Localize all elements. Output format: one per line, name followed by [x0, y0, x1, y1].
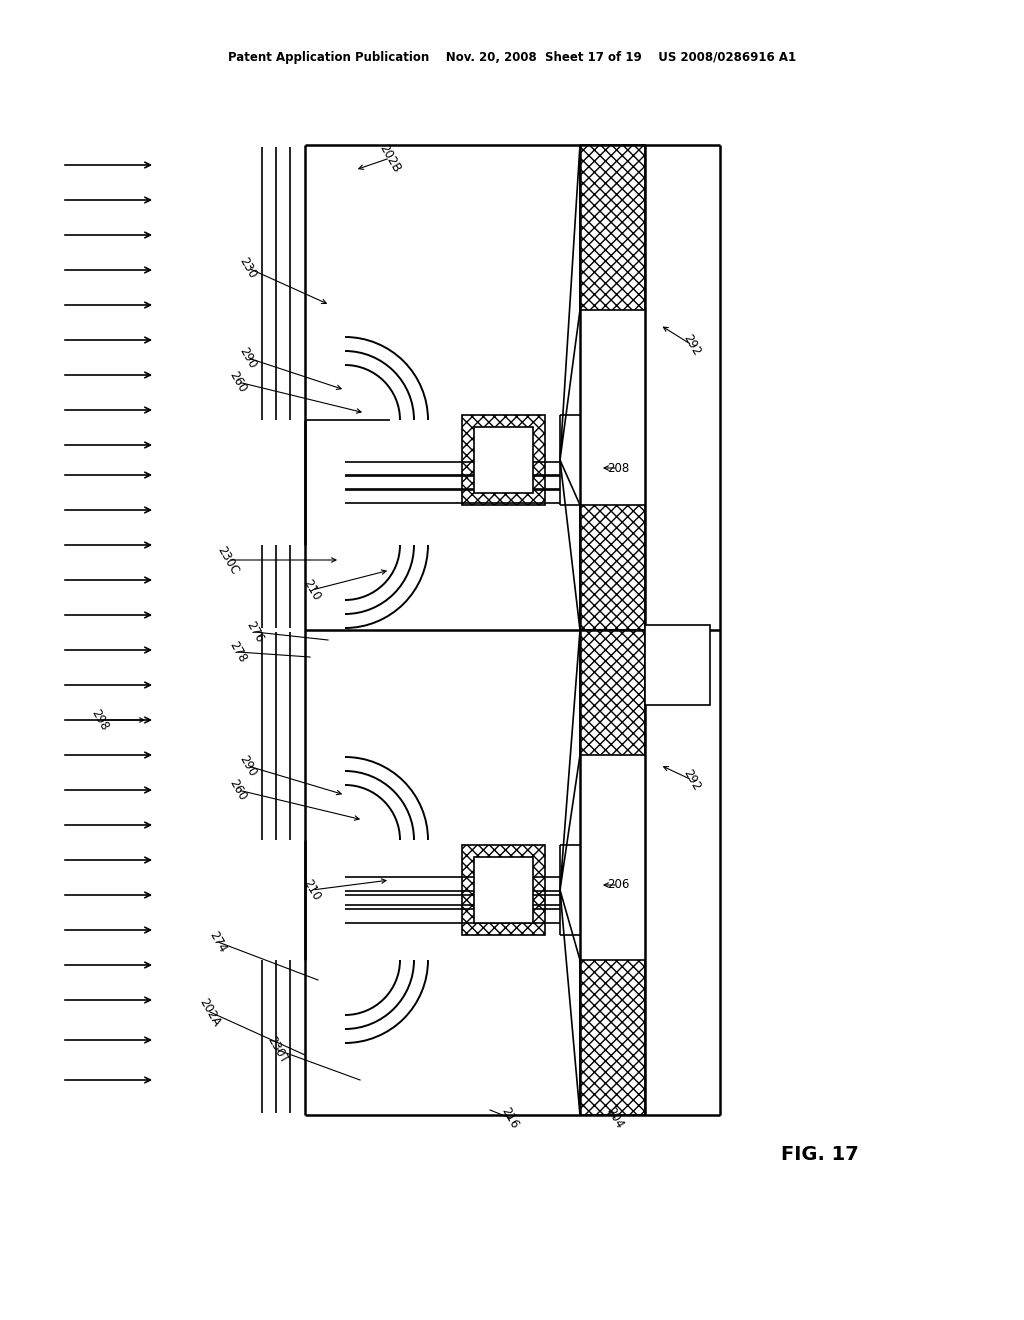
Text: 202A: 202A	[197, 995, 223, 1028]
Text: 206: 206	[607, 879, 629, 891]
Text: 210: 210	[301, 876, 324, 903]
Bar	[462, 845, 545, 935]
Bar	[580, 630, 645, 755]
Text: Patent Application Publication    Nov. 20, 2008  Sheet 17 of 19    US 2008/02869: Patent Application Publication Nov. 20, …	[228, 51, 796, 65]
Text: 216: 216	[499, 1105, 521, 1131]
Text: 260: 260	[226, 777, 249, 803]
Polygon shape	[560, 890, 580, 1115]
Bar	[462, 414, 545, 506]
Polygon shape	[560, 459, 580, 630]
Text: 290: 290	[237, 345, 259, 371]
Text: 230: 230	[237, 255, 259, 281]
Text: 290: 290	[237, 754, 259, 779]
Polygon shape	[560, 145, 580, 459]
Text: 292: 292	[681, 333, 703, 358]
Bar	[580, 506, 645, 630]
Text: 230T: 230T	[265, 1034, 291, 1067]
Text: FIG. 17: FIG. 17	[781, 1146, 859, 1164]
Text: 278: 278	[226, 639, 249, 665]
Text: 230C: 230C	[215, 544, 242, 577]
Text: 210: 210	[301, 577, 324, 603]
Text: 204: 204	[604, 1105, 627, 1131]
Text: 260: 260	[226, 370, 249, 395]
Bar	[474, 426, 534, 492]
Text: 292: 292	[681, 767, 703, 793]
Bar	[645, 624, 710, 705]
Polygon shape	[560, 630, 580, 890]
Text: 274: 274	[207, 929, 229, 954]
Bar	[580, 145, 645, 310]
Text: 208: 208	[607, 462, 629, 474]
Bar	[580, 960, 645, 1115]
Bar	[474, 857, 534, 923]
Text: 298: 298	[89, 708, 112, 733]
Text: 202B: 202B	[377, 141, 403, 174]
Text: 276: 276	[244, 619, 266, 645]
